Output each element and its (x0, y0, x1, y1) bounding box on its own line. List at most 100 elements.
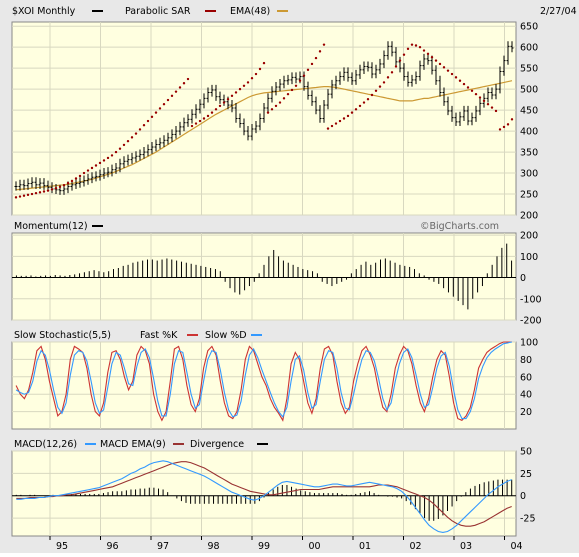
macd-tick-label: 25 (520, 469, 532, 480)
sar-dot (126, 139, 130, 143)
sar-dot (430, 56, 434, 59)
sar-dot (418, 45, 422, 49)
sar-dot (406, 47, 410, 51)
sar-dot (210, 111, 214, 114)
sar-dot (254, 72, 258, 76)
sar-dot (474, 92, 478, 96)
sar-dot (462, 82, 466, 86)
sar-dot (86, 169, 90, 172)
stoch-tick-label: 60 (520, 372, 532, 383)
slow-d-line (15, 341, 513, 420)
stoch-tick-label: 100 (520, 338, 538, 349)
sar-dot (322, 43, 326, 46)
price-tick-label: 650 (520, 22, 538, 33)
sar-dot (438, 62, 442, 66)
sar-dot (206, 114, 210, 118)
sar-dot (186, 77, 190, 81)
sar-dot (22, 194, 26, 197)
fast-k-label: Fast %K (140, 330, 178, 341)
macd-ema-label: MACD EMA(9) (100, 439, 166, 450)
sar-dot (274, 104, 278, 108)
sar-dot (306, 68, 310, 72)
sar-dot (106, 156, 110, 160)
sar-dot (34, 191, 38, 195)
sar-dot (238, 87, 242, 91)
price-tick-label: 200 (520, 211, 538, 222)
symbol-label: $XOI Monthly (12, 6, 76, 17)
sar-dot (90, 166, 94, 170)
sar-dot (138, 128, 142, 131)
fast-k-line (15, 341, 512, 422)
sar-dot (414, 44, 418, 47)
sar-dot (470, 89, 474, 93)
sar-dot (230, 94, 234, 98)
stoch-tick-label: 20 (520, 407, 532, 418)
sar-dot (386, 76, 390, 79)
sar-dot (350, 111, 354, 114)
sar-dot (246, 81, 250, 84)
momentum-tick-label: 0 (520, 273, 526, 284)
sar-dot (222, 101, 226, 104)
chart-marks: 200250300350400450500550600650-200-10001… (12, 22, 542, 552)
macd-ema-line (16, 461, 512, 527)
sar-dot (118, 147, 122, 150)
sar-dot (506, 123, 510, 126)
sar-dot (334, 122, 338, 125)
stoch-label: Slow Stochastic(5,5) (14, 330, 111, 341)
sar-dot (426, 52, 430, 56)
sar-dot (30, 192, 34, 196)
stoch-tick-label: 40 (520, 390, 532, 401)
sar-dot (378, 85, 382, 88)
sar-dot (162, 103, 166, 106)
sar-dot (38, 191, 42, 194)
sar-dot (342, 117, 346, 120)
sar-dot (326, 127, 330, 130)
price-tick-label: 300 (520, 169, 538, 180)
sar-dot (390, 71, 394, 74)
price-tick-label: 550 (520, 64, 538, 75)
sar-dot (318, 50, 322, 53)
sar-dot (214, 108, 218, 111)
x-axis-label: 98 (208, 541, 220, 552)
sar-dot (50, 188, 54, 191)
macd-tick-label: 0 (520, 491, 526, 502)
sar-dot (134, 132, 138, 135)
sar-dot (250, 77, 254, 80)
sar-dot (354, 108, 358, 111)
sar-dot (18, 195, 22, 198)
macd-label: MACD(12,26) (14, 439, 77, 450)
sar-dot (498, 128, 502, 131)
sar-dot (286, 92, 290, 96)
momentum-tick-label: 200 (520, 231, 538, 242)
sar-dot (170, 94, 174, 98)
sar-dot (42, 190, 46, 193)
sar-dot (190, 124, 194, 128)
sar-dot (442, 66, 446, 69)
sar-dot (502, 125, 506, 129)
sar-dot (142, 124, 146, 127)
sar-dot (78, 174, 82, 178)
ema-label: EMA(48) (230, 6, 270, 17)
sar-dot (478, 96, 482, 99)
sar-dot (154, 111, 158, 114)
date-label: 2/27/04 (540, 6, 577, 17)
sar-dot (110, 154, 114, 157)
sar-dot (338, 119, 342, 123)
x-axis-label: 00 (309, 541, 321, 552)
sar-dot (194, 122, 198, 125)
macd-tick-label: -25 (520, 514, 536, 525)
sar-dot (182, 82, 186, 85)
sar-dot (402, 53, 406, 56)
price-tick-label: 350 (520, 148, 538, 159)
slow-d-label: Slow %D (205, 330, 247, 341)
sar-dot (294, 84, 298, 87)
macd-tick-label: 50 (520, 447, 532, 458)
price-tick-label: 400 (520, 127, 538, 138)
stoch-tick-label: 80 (520, 355, 532, 366)
sar-dot (270, 108, 274, 111)
sar-dot (466, 86, 470, 89)
sar-dot (146, 119, 150, 123)
sar-dot (150, 115, 154, 119)
sar-dot (282, 97, 286, 100)
